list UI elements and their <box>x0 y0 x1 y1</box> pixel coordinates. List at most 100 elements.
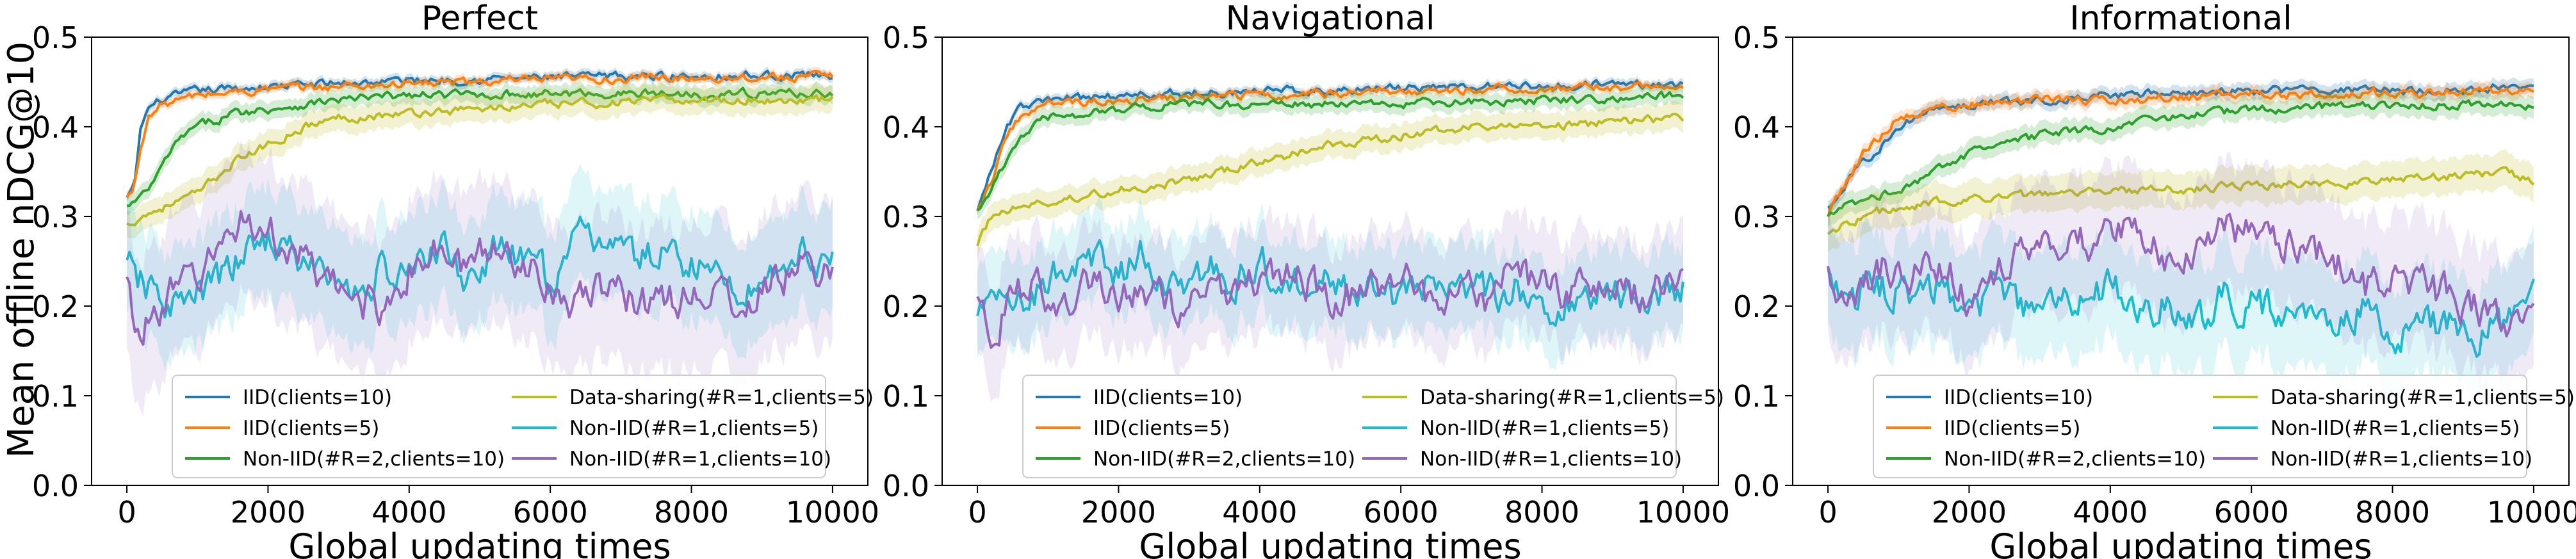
series-line <box>976 257 1684 349</box>
x-tick-label: 0 <box>1818 495 1837 530</box>
legend: IID(clients=10) IID(clients=5) Non-IID(#R=… <box>172 375 874 478</box>
y-tick-label: 0.2 <box>1733 289 1780 324</box>
legend-box <box>1022 375 1677 478</box>
x-tick-label: 8000 <box>1504 495 1579 530</box>
axes-frame <box>942 36 1719 486</box>
legend-label: IID(clients=5) <box>1944 417 2080 440</box>
y-tick-label: 0.4 <box>883 110 929 145</box>
chart-title: Informational <box>2069 0 2292 38</box>
x-tick-label: 6000 <box>2214 495 2289 530</box>
legend: IID(clients=10) IID(clients=5) Non-IID(#R=… <box>1873 375 2575 478</box>
series-band <box>127 79 833 215</box>
legend-label: Data-sharing(#R=1,clients=5) <box>569 386 874 409</box>
y-tick-label: 0.3 <box>883 200 929 234</box>
legend-label: Non-IID(#R=1,clients=5) <box>569 417 819 440</box>
y-tick-label: 0.0 <box>1733 469 1780 503</box>
series-line <box>976 81 1684 211</box>
y-tick-label: 0.0 <box>32 469 79 503</box>
legend-label: IID(clients=10) <box>1093 386 1243 409</box>
series-band <box>977 205 1683 401</box>
legend-label: Non-IID(#R=2,clients=10) <box>1944 448 2206 471</box>
series-band <box>127 140 833 416</box>
x-axis-label: Global updating times <box>1139 526 1521 559</box>
axes-frame <box>91 36 868 486</box>
series-line <box>976 79 1684 211</box>
series-line <box>1827 213 2535 337</box>
legend-label: Data-sharing(#R=1,clients=5) <box>2270 386 2575 409</box>
x-tick-label: 4000 <box>371 495 446 530</box>
legend-label: IID(clients=10) <box>243 386 392 409</box>
y-tick-label: 0.2 <box>883 289 929 324</box>
series-line <box>126 70 834 198</box>
y-tick-label: 0.1 <box>32 379 79 414</box>
legend-label: Non-IID(#R=1,clients=10) <box>569 448 831 471</box>
x-tick-label: 2000 <box>1081 495 1156 530</box>
y-tick-label: 0.3 <box>32 200 79 234</box>
series-line <box>126 210 834 346</box>
x-tick-label: 10000 <box>2487 495 2576 530</box>
legend-label: Non-IID(#R=1,clients=5) <box>1420 417 1669 440</box>
y-tick-label: 0.1 <box>1733 379 1780 414</box>
axes-frame <box>1792 36 2570 486</box>
chart-title: Navigational <box>1226 0 1435 38</box>
series-line <box>976 239 1684 327</box>
legend-label: IID(clients=5) <box>1093 417 1230 440</box>
y-tick-label: 0.4 <box>32 110 79 145</box>
series-band <box>1828 149 2534 252</box>
series-band <box>127 66 833 202</box>
y-tick-label: 0.0 <box>883 469 929 503</box>
series-line <box>977 90 1684 211</box>
x-tick-label: 8000 <box>654 495 729 530</box>
series-line <box>1827 266 2535 358</box>
chart-panel-3: Informational 0.0 0.1 0.2 0.3 0.4 0.5 0 2000 4000… <box>1733 0 2576 559</box>
series-band <box>1828 151 2534 399</box>
series-line <box>1827 166 2535 236</box>
plot-area <box>126 66 834 416</box>
plot-area <box>1827 77 2535 410</box>
y-tick-label: 0.3 <box>1733 200 1780 234</box>
x-tick-label: 2000 <box>231 495 306 530</box>
legend-box <box>1873 375 2527 478</box>
chart-panel-1: Perfect 0.0 0.1 0.2 0.3 0.4 0.5 0 2000 4000 6000 80… <box>32 0 879 559</box>
y-tick-label: 0.2 <box>32 289 79 324</box>
x-tick-label: 10000 <box>1636 495 1730 530</box>
series-line <box>126 215 834 319</box>
chart-panel-2: Navigational 0.0 0.1 0.2 0.3 0.4 0.5 0 2000 4000 6… <box>883 0 1730 559</box>
legend-label: Non-IID(#R=1,clients=10) <box>1420 448 1682 471</box>
series-band <box>1828 80 2534 224</box>
x-tick-label: 0 <box>117 495 136 530</box>
legend-label: Non-IID(#R=2,clients=10) <box>1093 448 1355 471</box>
figure-ylabel: Mean offline nDCG@10 <box>1 42 42 458</box>
x-tick-label: 6000 <box>513 495 588 530</box>
x-tick-label: 4000 <box>1222 495 1297 530</box>
series-line <box>1827 86 2534 217</box>
x-axis-label: Global updating times <box>288 526 671 559</box>
series-band <box>1828 90 2534 227</box>
legend-label: Data-sharing(#R=1,clients=5) <box>1420 386 1724 409</box>
x-tick-label: 4000 <box>2073 495 2148 530</box>
y-tick-label: 0.5 <box>883 20 929 55</box>
x-tick-label: 0 <box>968 495 986 530</box>
x-tick-label: 2000 <box>1932 495 2007 530</box>
series-band <box>977 83 1683 220</box>
legend-label: Non-IID(#R=1,clients=10) <box>2270 448 2532 471</box>
series-line <box>1827 99 2534 218</box>
legend-label: IID(clients=10) <box>1944 386 2093 409</box>
legend: IID(clients=10) IID(clients=5) Non-IID(#R=… <box>1022 375 1724 478</box>
x-tick-label: 8000 <box>2355 495 2430 530</box>
series-line <box>976 112 1684 247</box>
y-tick-label: 0.4 <box>1733 110 1780 145</box>
y-tick-label: 0.5 <box>1733 20 1780 55</box>
x-axis-label: Global updating times <box>1989 526 2372 559</box>
y-tick-label: 0.5 <box>32 20 79 55</box>
x-tick-label: 10000 <box>786 495 879 530</box>
series-band <box>977 100 1683 259</box>
legend-label: Non-IID(#R=1,clients=5) <box>2270 417 2520 440</box>
legend-label: IID(clients=5) <box>243 417 379 440</box>
chart-title: Perfect <box>421 0 538 38</box>
y-tick-label: 0.1 <box>883 379 929 414</box>
plot-area <box>976 76 1684 401</box>
series-band <box>127 81 833 239</box>
legend-box <box>172 375 826 478</box>
